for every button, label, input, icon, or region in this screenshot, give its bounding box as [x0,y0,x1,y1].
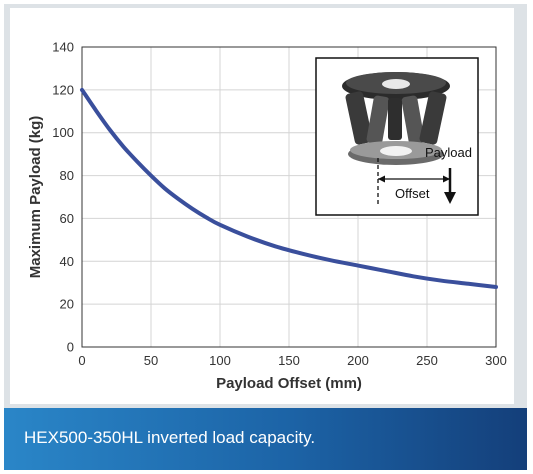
y-tick-label: 20 [60,297,74,312]
payload-label: Payload [425,145,472,160]
y-axis-title: Maximum Payload (kg) [27,116,44,279]
x-tick-label: 200 [347,353,369,368]
offset-arrow-right [443,175,450,183]
y-tick-label: 100 [52,125,74,140]
offset-label: Offset [395,186,430,201]
figure-caption: HEX500-350HL inverted load capacity. [24,428,316,447]
y-tick-label: 120 [52,82,74,97]
chart: 0 50 100 150 200 250 300 0 20 40 60 80 100 120 140 Pay… [27,40,507,393]
y-tick-label: 140 [52,40,74,55]
y-tick-label: 60 [60,211,74,226]
plot-card: 0 50 100 150 200 250 300 0 20 40 60 80 100 120 140 Pay… [10,8,514,404]
payload-arrow-head [444,192,456,204]
x-tick-label: 150 [278,353,300,368]
y-tick-label: 0 [67,340,74,355]
x-tick-label: 100 [209,353,231,368]
series-line [80,87,498,289]
x-tick-label: 250 [416,353,438,368]
x-tick-label: 50 [144,353,158,368]
plot-border [81,46,497,348]
hexapod-image [342,72,450,165]
x-tick-label: 0 [78,353,85,368]
y-tick-label: 40 [60,254,74,269]
hexapod-inset: Payload Offset [315,57,479,216]
tick-labels: 0 50 100 150 200 250 300 0 20 40 60 80 100 120 140 [52,40,507,369]
offset-arrow-left [378,175,385,183]
x-axis-title: Payload Offset (mm) [216,375,362,392]
x-tick-label: 300 [485,353,507,368]
y-tick-label: 80 [60,168,74,183]
caption-bar: HEX500-350HL inverted load capacity. [4,408,527,470]
